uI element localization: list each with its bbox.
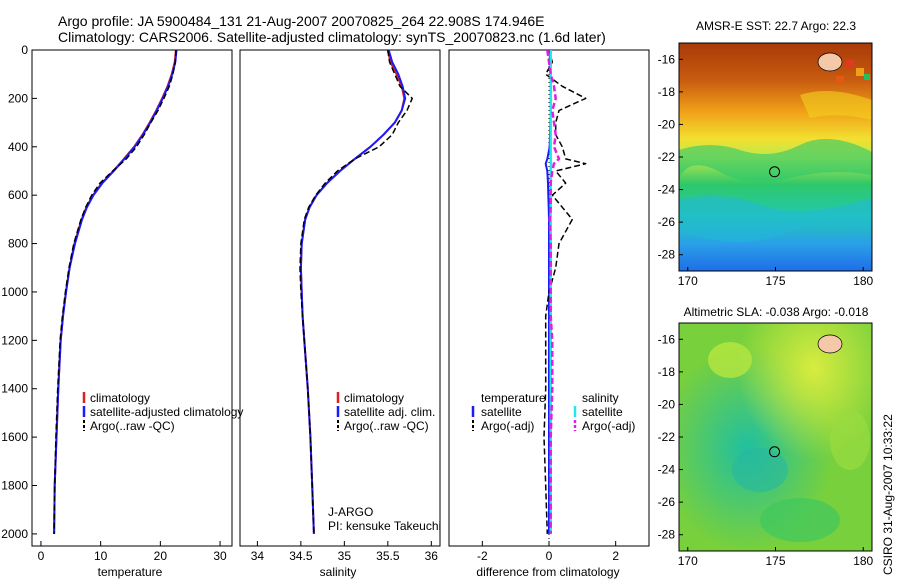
- salinity-axis-label: salinity: [320, 565, 357, 579]
- y-tick-label: 1400: [1, 382, 28, 396]
- x-tick-label: 34: [251, 549, 265, 563]
- series-line: [299, 49, 413, 534]
- y-tick-label: 1000: [1, 285, 28, 299]
- y-tick-label: 1800: [1, 479, 28, 493]
- sst-map-panel: AMSR-E SST: 22.7 Argo: 22.3 170 175 180 -16…: [658, 19, 874, 288]
- map-y-tick-label: -24: [658, 183, 676, 197]
- x-tick-label: 0: [38, 549, 45, 563]
- y-tick-label: 1600: [1, 430, 28, 444]
- map-y-tick-label: -26: [658, 215, 676, 229]
- legend-climatology: climatology: [344, 391, 404, 405]
- y-tick-label: 1200: [1, 333, 28, 347]
- map-y-tick-label: -22: [658, 150, 676, 164]
- x-tick-label: 35: [338, 549, 352, 563]
- y-tick-label: 2000: [1, 527, 28, 541]
- sla-profile-location-marker: [769, 446, 781, 458]
- sla-map-panel: Altimetric SLA: -0.038 Argo: -0.018 170 1…: [658, 305, 874, 568]
- x-tick-label: 20: [154, 549, 168, 563]
- difference-legend: temperature satellite Argo(-adj) salinit…: [471, 391, 635, 433]
- x-tick-label: 0: [546, 549, 553, 563]
- legend-sal-satellite: satellite: [582, 405, 623, 419]
- map-x-tick-label: 175: [765, 554, 785, 568]
- header-line-2: Climatology: CARS2006. Satellite-adjuste…: [58, 29, 606, 45]
- salinity-panel: 34 34.5 35 35.5 36 salinity climatology sate…: [239, 49, 441, 579]
- map-y-tick-label: -28: [658, 528, 676, 542]
- annotation-pi: PI: kensuke Takeuchi: [328, 519, 441, 533]
- map-y-tick-label: -16: [658, 52, 676, 66]
- x-tick-label: 34.5: [289, 549, 313, 563]
- y-tick-label: 0: [21, 43, 28, 57]
- y-tick-label: 400: [8, 140, 28, 154]
- legend-temperature-header: temperature: [481, 391, 546, 405]
- sla-map-image: [679, 323, 872, 551]
- legend-satellite: satellite adj. clim.: [344, 405, 435, 419]
- x-tick-label: 36: [425, 549, 439, 563]
- map-y-tick-label: -26: [658, 495, 676, 509]
- map-y-tick-label: -18: [658, 365, 676, 379]
- map-y-tick-label: -22: [658, 430, 676, 444]
- series-line: [53, 49, 177, 534]
- difference-axis-label: difference from climatology: [476, 565, 619, 579]
- series-line: [53, 49, 177, 534]
- map-x-tick-label: 175: [765, 274, 785, 288]
- map-x-tick-label: 170: [678, 554, 698, 568]
- sla-map-title: Altimetric SLA: -0.038 Argo: -0.018: [684, 305, 869, 319]
- header-line-1: Argo profile: JA 5900484_131 21-Aug-2007…: [58, 13, 545, 29]
- y-tick-label: 800: [8, 237, 28, 251]
- legend-satellite: satellite-adjusted climatology: [90, 405, 243, 419]
- legend-climatology: climatology: [90, 391, 150, 405]
- series-line: [543, 49, 587, 534]
- difference-panel: -2 0 2 difference from climatology tempera…: [448, 49, 650, 579]
- series-line: [546, 49, 561, 534]
- series-line: [53, 49, 178, 534]
- annotation-program: J-ARGO: [328, 505, 373, 519]
- x-tick-label: 35.5: [376, 549, 400, 563]
- map-y-tick-label: -20: [658, 397, 676, 411]
- legend-sal-argo: Argo(-adj): [582, 419, 635, 433]
- sst-profile-location-marker: [769, 166, 781, 178]
- x-tick-label: -2: [477, 549, 488, 563]
- map-x-tick-label: 180: [853, 554, 873, 568]
- x-tick-label: 30: [213, 549, 227, 563]
- y-tick-label: 200: [8, 91, 28, 105]
- map-x-tick-label: 180: [853, 274, 873, 288]
- series-line: [299, 49, 407, 534]
- sst-map-image: [679, 43, 872, 271]
- x-tick-label: 10: [94, 549, 108, 563]
- y-tick-label: 600: [8, 188, 28, 202]
- map-y-tick-label: -18: [658, 85, 676, 99]
- series-line: [299, 49, 406, 534]
- map-y-tick-label: -20: [658, 117, 676, 131]
- legend-temp-satellite: satellite: [481, 405, 522, 419]
- legend-argo: Argo(..raw -QC): [90, 419, 175, 433]
- temperature-legend: climatology satellite-adjusted climatolo…: [82, 391, 243, 433]
- map-x-tick-label: 170: [678, 274, 698, 288]
- legend-temp-argo: Argo(-adj): [481, 419, 534, 433]
- legend-argo: Argo(..raw -QC): [344, 419, 429, 433]
- legend-salinity-header: salinity: [582, 391, 619, 405]
- map-y-tick-label: -28: [658, 248, 676, 262]
- map-y-tick-label: -24: [658, 463, 676, 477]
- sst-map-title: AMSR-E SST: 22.7 Argo: 22.3: [696, 19, 856, 33]
- salinity-legend: climatology satellite adj. clim. Argo(..…: [336, 391, 435, 433]
- footer-stamp: CSIRO 31-Aug-2007 10:33:22: [881, 414, 895, 575]
- map-y-tick-label: -16: [658, 332, 676, 346]
- x-tick-label: 2: [612, 549, 619, 563]
- temperature-axis-label: temperature: [98, 565, 163, 579]
- temperature-panel: 0 200 400 600 800 1000 1200 1400 1600 1800 2000 0 1…: [1, 43, 243, 579]
